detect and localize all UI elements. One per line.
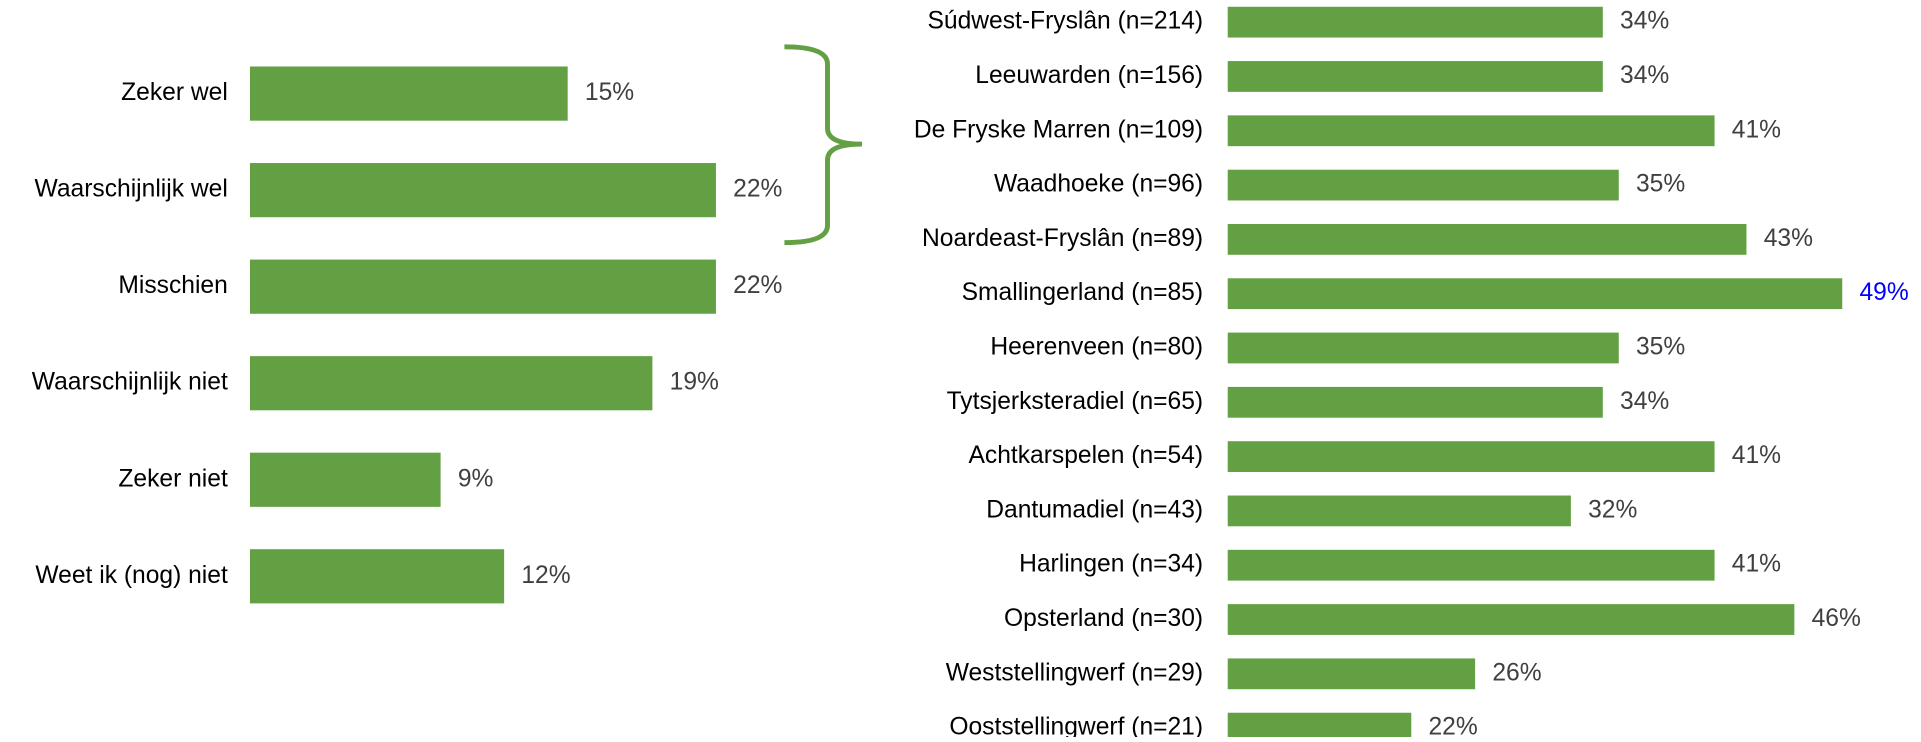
value-label: 22% — [733, 272, 782, 299]
bar — [1227, 332, 1619, 364]
category-label: Heerenveen (n=80) — [990, 333, 1203, 360]
category-label: Waarschijnlijk wel — [35, 176, 228, 203]
bar — [1227, 169, 1619, 201]
value-label: 34% — [1620, 388, 1669, 415]
value-label: 49% — [1859, 279, 1908, 306]
value-label: 12% — [521, 562, 570, 589]
value-label: 41% — [1732, 116, 1781, 143]
category-label: Ooststellingwerf (n=21) — [949, 714, 1203, 737]
value-label: 35% — [1636, 333, 1685, 360]
bar — [1227, 278, 1843, 310]
bar — [249, 452, 441, 507]
category-label: Leeuwarden (n=156) — [975, 62, 1203, 89]
bar — [1227, 712, 1412, 742]
category-label: Harlingen (n=34) — [1019, 551, 1203, 578]
category-label: De Fryske Marren (n=109) — [914, 116, 1203, 143]
value-label: 22% — [733, 176, 782, 203]
value-label: 15% — [585, 79, 634, 106]
category-label: Misschien — [118, 272, 227, 299]
category-label: Waarschijnlijk niet — [32, 369, 228, 396]
value-label: 41% — [1732, 442, 1781, 469]
value-label: 19% — [670, 369, 719, 396]
bar — [1227, 658, 1476, 690]
category-label: Achtkarspelen (n=54) — [968, 442, 1203, 469]
bar — [1227, 604, 1795, 635]
bar — [1227, 223, 1747, 255]
category-label: Smallingerland (n=85) — [962, 279, 1203, 306]
bar — [1227, 495, 1571, 527]
category-label: Zeker wel — [121, 79, 228, 106]
bar — [1227, 61, 1603, 92]
bar — [249, 66, 568, 121]
bar — [249, 549, 505, 604]
bar — [249, 259, 716, 314]
value-label: 43% — [1764, 225, 1813, 252]
bar — [1227, 6, 1603, 38]
category-label: Súdwest-Fryslân (n=214) — [927, 8, 1203, 35]
category-label: Waadhoeke (n=96) — [994, 171, 1203, 198]
bracket — [784, 44, 862, 246]
category-label: Weet ik (nog) niet — [35, 562, 228, 589]
bar — [249, 163, 716, 218]
category-label: Dantumadiel (n=43) — [986, 496, 1203, 523]
value-label: 26% — [1492, 659, 1541, 686]
value-label: 34% — [1620, 62, 1669, 89]
bar — [1227, 549, 1715, 581]
category-label: Noardeast-Fryslân (n=89) — [922, 225, 1203, 252]
bar — [1227, 386, 1603, 418]
value-label: 46% — [1812, 605, 1861, 632]
category-label: Tytsjerksteradiel (n=65) — [947, 388, 1203, 415]
bar — [1227, 115, 1715, 147]
category-label: Zeker niet — [118, 465, 228, 492]
value-label: 22% — [1429, 714, 1478, 737]
value-label: 35% — [1636, 171, 1685, 198]
category-label: Opsterland (n=30) — [1004, 605, 1203, 632]
value-label: 9% — [458, 465, 494, 492]
bar — [1227, 441, 1715, 473]
category-label: Weststellingwerf (n=29) — [946, 659, 1203, 686]
value-label: 34% — [1620, 8, 1669, 35]
value-label: 41% — [1732, 551, 1781, 578]
value-label: 32% — [1588, 496, 1637, 523]
bar — [249, 356, 653, 411]
